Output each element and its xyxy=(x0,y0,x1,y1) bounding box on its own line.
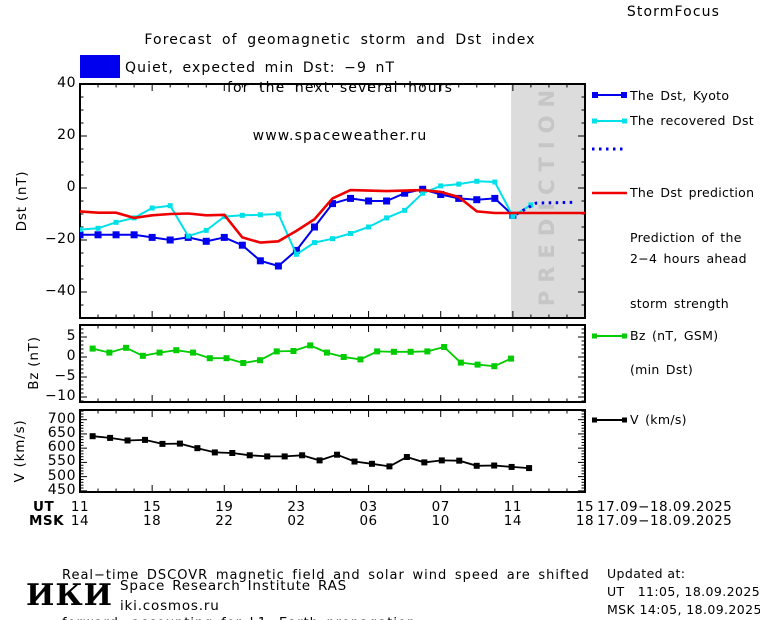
ut-row-label: UT xyxy=(33,499,55,515)
x-tick-label-ut: 11 xyxy=(503,499,522,515)
series-prediction-of-the-storm-strength-min-dst- xyxy=(80,188,585,244)
bz-chart xyxy=(79,324,586,403)
updated-ut: UT 11:05, 18.09.2025 xyxy=(607,584,760,599)
x-tick-label-msk: 18 xyxy=(575,513,595,529)
legend-recovered-label: The recovered Dst xyxy=(630,113,754,128)
dst-ytick-label: 20 xyxy=(57,127,76,143)
v-ytick-label: 450 xyxy=(47,481,76,498)
dst-ytick-label: −20 xyxy=(44,231,76,247)
v-ytick-label: 550 xyxy=(47,453,76,470)
bz-ytick-label: −5 xyxy=(54,368,76,384)
brand-label: StormFocus xyxy=(626,4,720,20)
v-ytick-label: 500 xyxy=(47,467,76,484)
legend-markers xyxy=(592,92,627,423)
ut-date-range: 17.09−18.09.2025 xyxy=(597,499,733,515)
bz-ytick-label: 0 xyxy=(66,348,76,364)
legend-bz-label: Bz (nT, GSM) xyxy=(630,328,719,343)
x-tick-label-msk: 10 xyxy=(431,513,450,529)
v-ytick-label: 600 xyxy=(47,439,76,456)
series-the-dst-prediction-2-4-hours-ahead xyxy=(515,200,575,216)
v-ytick-label: 700 xyxy=(47,410,76,427)
x-tick-label-ut: 07 xyxy=(431,499,450,515)
v-chart xyxy=(79,409,586,493)
bz-frame xyxy=(79,324,586,403)
title-line-1: Forecast of geomagnetic storm and Dst in… xyxy=(144,32,536,48)
series-the-recovered-dst xyxy=(80,178,534,257)
bz-ticks xyxy=(79,324,586,402)
updated-label: Updated at: xyxy=(607,566,686,581)
x-tick-label-msk: 14 xyxy=(503,513,522,529)
x-tick-label-msk: 22 xyxy=(215,513,234,529)
x-tick-label-ut: 15 xyxy=(575,499,595,515)
legend-storm-strength-label: Prediction of the storm strength (min Ds… xyxy=(630,230,742,377)
msk-row-label: MSK xyxy=(29,513,65,529)
x-tick-label-ut: 23 xyxy=(287,499,306,515)
legend-prediction-label: The Dst prediction 2−4 hours ahead xyxy=(630,185,755,266)
msk-date-range: 17.09−18.09.2025 xyxy=(597,513,733,529)
site-url: www.spaceweather.ru xyxy=(252,128,428,144)
dst-chart: PREDICTION xyxy=(79,82,586,319)
footnote: Real−time DSCOVR magnetic field and sola… xyxy=(62,568,590,620)
page-title: Forecast of geomagnetic storm and Dst in… xyxy=(0,0,680,176)
dst-ytick-label: 0 xyxy=(66,179,76,195)
dst-ytick-label: −40 xyxy=(44,283,76,299)
series-v-km-s- xyxy=(89,433,533,472)
v-axis-title: V (km/s) xyxy=(12,419,28,483)
x-tick-label-ut: 11 xyxy=(70,499,90,515)
series-the-dst-kyoto xyxy=(80,185,517,270)
x-tick-label-msk: 06 xyxy=(359,513,378,529)
title-line-2: for the next several hours xyxy=(226,80,454,96)
x-tick-label-msk: 14 xyxy=(70,513,90,529)
v-frame xyxy=(79,409,586,493)
legend-dst-kyoto-label: The Dst, Kyoto xyxy=(630,88,730,103)
v-ticks xyxy=(79,410,586,492)
org-site: iki.cosmos.ru xyxy=(120,598,220,614)
dst-axis-title: Dst (nT) xyxy=(14,170,30,232)
updated-msk: MSK 14:05, 18.09.2025 xyxy=(607,602,760,617)
x-tick-label-msk: 18 xyxy=(143,513,162,529)
x-tick-label-ut: 03 xyxy=(359,499,378,515)
legend-v-label: V (km/s) xyxy=(630,412,687,427)
bz-ytick-label: −10 xyxy=(44,388,76,404)
x-tick-label-msk: 02 xyxy=(287,513,306,529)
dst-frame xyxy=(79,83,586,319)
iki-logo: ИКИ xyxy=(26,578,113,613)
dst-ytick-label: 40 xyxy=(57,75,76,91)
series-bz-nt-gsm- xyxy=(89,342,515,370)
x-tick-label-ut: 15 xyxy=(143,499,162,515)
bz-ytick-label: 5 xyxy=(66,328,76,344)
v-ytick-label: 650 xyxy=(47,424,76,441)
storm-status-label: Quiet, expected min Dst: −9 nT xyxy=(125,60,396,76)
storm-level-swatch xyxy=(80,55,120,78)
org-name: Space Research Institute RAS xyxy=(120,578,348,594)
prediction-band-label: PREDICTION xyxy=(535,82,559,306)
x-tick-label-ut: 19 xyxy=(215,499,234,515)
